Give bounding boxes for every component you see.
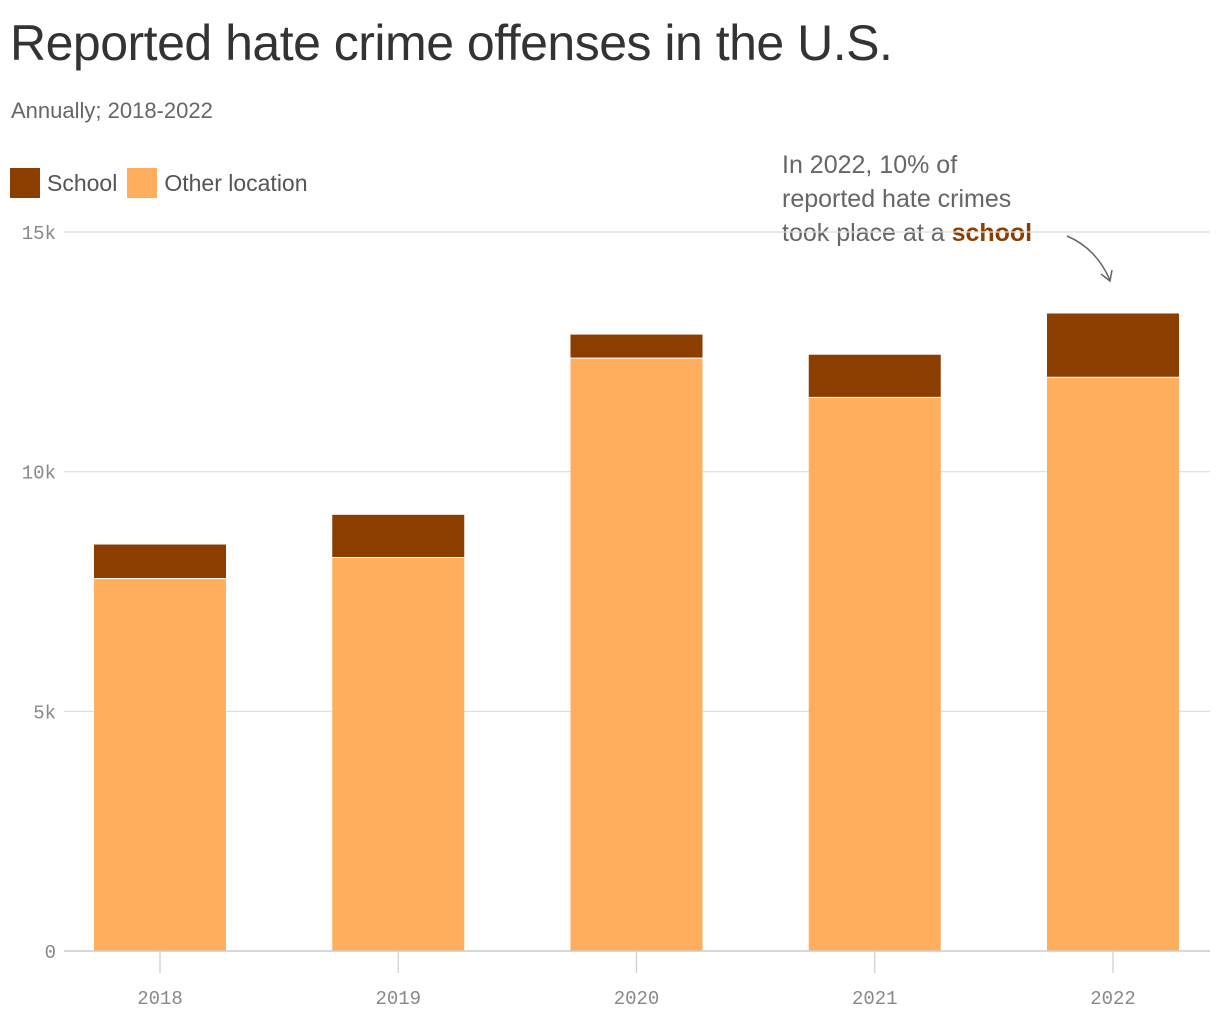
y-tick-label-3: 15k bbox=[22, 223, 56, 245]
chart-title: Reported hate crime offenses in the U.S. bbox=[10, 15, 893, 71]
annotation-arrowhead bbox=[1100, 269, 1113, 283]
annotation-line-3: took place at a school bbox=[782, 216, 1082, 250]
annotation-highlight: school bbox=[951, 219, 1033, 247]
bar-other-location-2022 bbox=[1047, 376, 1179, 951]
chart-subtitle: Annually; 2018-2022 bbox=[11, 98, 213, 123]
annotation-arrow bbox=[1066, 235, 1111, 281]
bar-school-2022 bbox=[1047, 313, 1179, 377]
annotation-line-2: reported hate crimes bbox=[782, 185, 1012, 213]
x-tick-label-2018: 2018 bbox=[137, 988, 183, 1010]
bar-school-2018 bbox=[94, 544, 226, 579]
bar-other-location-2020 bbox=[570, 357, 703, 951]
bar-school-2020 bbox=[570, 334, 703, 358]
annotation-line-1: In 2022, 10% of bbox=[782, 151, 958, 179]
bar-school-2019 bbox=[332, 514, 465, 557]
bar-other-location-2018 bbox=[94, 578, 226, 951]
legend: School Other location bbox=[10, 168, 318, 198]
annotation: In 2022, 10% of reported hate crimes too… bbox=[782, 148, 1082, 250]
bar-other-location-2021 bbox=[808, 396, 941, 952]
annotation-line-3-prefix: took place at a bbox=[782, 219, 952, 247]
y-tick-label-1: 5k bbox=[33, 702, 56, 724]
axes: 0 5k 10k 15k 2018 2019 2020 2021 2022 bbox=[22, 223, 1210, 1010]
bar-school-2021 bbox=[808, 354, 941, 397]
legend-swatch-school bbox=[10, 168, 40, 198]
legend-swatch-other-location bbox=[127, 168, 158, 198]
legend-item-school: School bbox=[10, 168, 117, 198]
y-tick-label-0: 0 bbox=[45, 942, 56, 964]
x-tick-label-2022: 2022 bbox=[1090, 988, 1136, 1010]
x-tick-label-2019: 2019 bbox=[375, 988, 421, 1010]
y-tick-label-2: 10k bbox=[22, 463, 56, 485]
legend-label-other-location: Other location bbox=[164, 169, 308, 196]
legend-item-other-location: Other location bbox=[127, 168, 308, 198]
bars bbox=[94, 313, 1179, 952]
x-tick-label-2021: 2021 bbox=[852, 988, 898, 1010]
legend-label-school: School bbox=[47, 169, 118, 196]
bar-other-location-2019 bbox=[332, 556, 465, 951]
x-tick-label-2020: 2020 bbox=[614, 988, 660, 1010]
